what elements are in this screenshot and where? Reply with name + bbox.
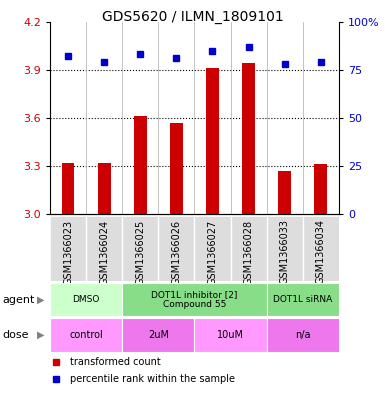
Bar — [266, 283, 339, 316]
Bar — [134, 116, 147, 214]
Text: GDS5620 / ILMN_1809101: GDS5620 / ILMN_1809101 — [102, 10, 283, 24]
Text: control: control — [69, 330, 103, 340]
Text: 10uM: 10uM — [217, 330, 244, 340]
Text: GSM1366025: GSM1366025 — [135, 219, 145, 285]
Bar — [194, 318, 266, 352]
Text: GSM1366028: GSM1366028 — [244, 219, 254, 285]
Text: GSM1366034: GSM1366034 — [316, 219, 326, 285]
Bar — [315, 164, 327, 214]
Bar — [242, 63, 255, 214]
Text: GSM1366024: GSM1366024 — [99, 219, 109, 285]
Bar — [62, 163, 74, 214]
Text: ▶: ▶ — [37, 330, 44, 340]
Text: ▶: ▶ — [37, 295, 44, 305]
Bar — [122, 318, 194, 352]
Text: percentile rank within the sample: percentile rank within the sample — [70, 374, 235, 384]
Text: GSM1366023: GSM1366023 — [63, 219, 73, 285]
Bar — [122, 283, 266, 316]
Bar — [50, 318, 122, 352]
Bar — [98, 163, 110, 214]
Bar — [278, 171, 291, 214]
Bar — [170, 123, 183, 214]
Text: transformed count: transformed count — [70, 357, 161, 367]
Text: DOT1L siRNA: DOT1L siRNA — [273, 295, 332, 304]
Text: DOT1L inhibitor [2]
Compound 55: DOT1L inhibitor [2] Compound 55 — [151, 290, 238, 309]
Text: dose: dose — [2, 330, 28, 340]
Bar — [206, 68, 219, 214]
Text: GSM1366026: GSM1366026 — [171, 219, 181, 285]
Text: DMSO: DMSO — [72, 295, 100, 304]
Bar — [266, 318, 339, 352]
Text: agent: agent — [2, 295, 34, 305]
Bar — [50, 283, 122, 316]
Text: 2uM: 2uM — [148, 330, 169, 340]
Text: n/a: n/a — [295, 330, 310, 340]
Text: GSM1366033: GSM1366033 — [280, 219, 290, 285]
Text: GSM1366027: GSM1366027 — [208, 219, 218, 285]
